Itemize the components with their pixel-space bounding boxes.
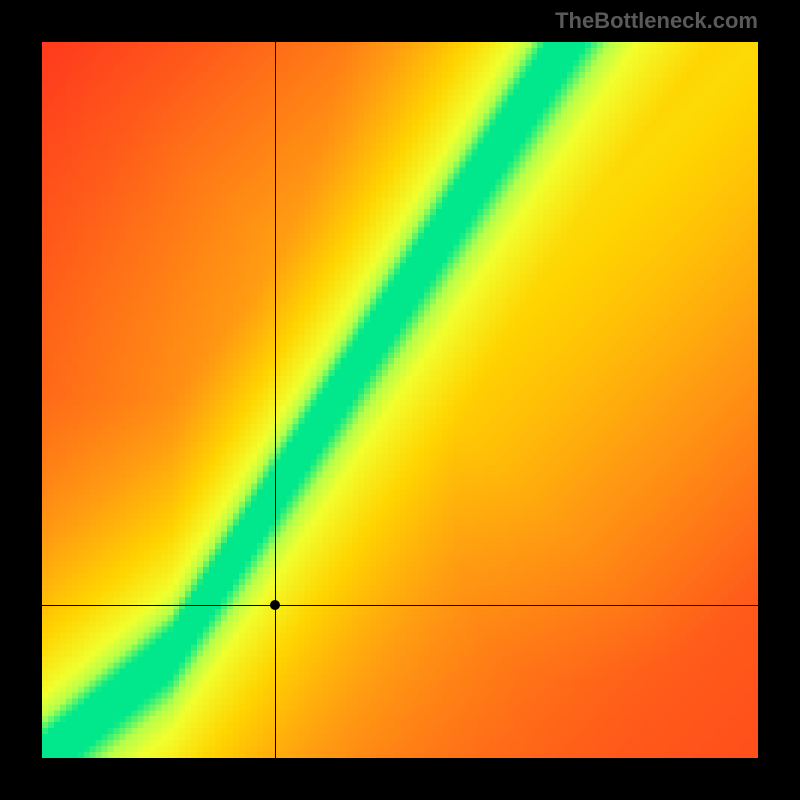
chart-container: TheBottleneck.com xyxy=(0,0,800,800)
crosshair-vertical xyxy=(275,42,276,758)
bottleneck-heatmap xyxy=(42,42,758,758)
crosshair-horizontal xyxy=(42,605,758,606)
marker-dot xyxy=(270,600,280,610)
watermark-text: TheBottleneck.com xyxy=(555,8,758,34)
